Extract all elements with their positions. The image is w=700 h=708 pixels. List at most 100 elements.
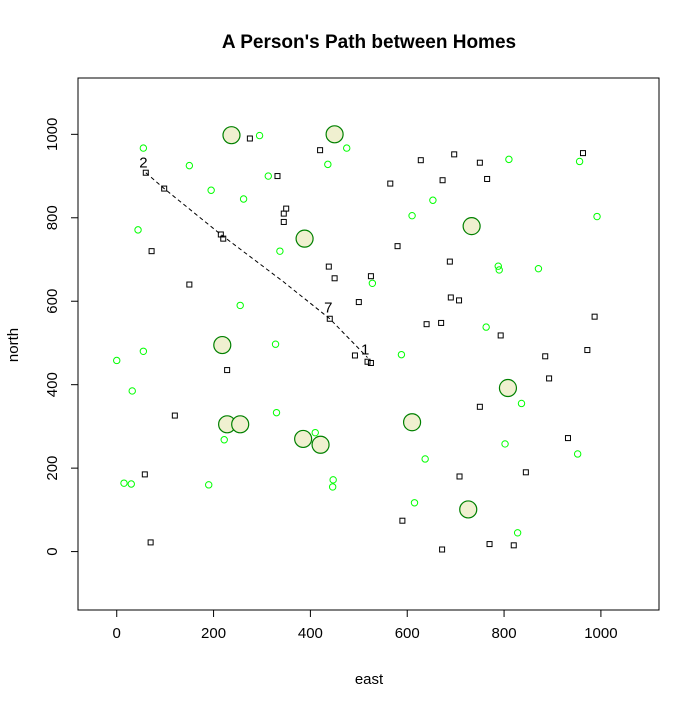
small-circle-point: [265, 173, 271, 179]
small-circle-point: [237, 302, 243, 308]
home-marker: [326, 126, 343, 143]
small-circle-point: [325, 161, 331, 167]
small-circle-point: [256, 132, 262, 138]
square-point: [326, 264, 331, 269]
small-circle-point: [398, 351, 404, 357]
square-point: [523, 470, 528, 475]
small-circle-point: [483, 324, 489, 330]
y-tick-label: 600: [44, 289, 61, 314]
small-circle-point: [594, 213, 600, 219]
square-point: [547, 376, 552, 381]
x-axis-label: east: [355, 671, 384, 688]
small-circle-point: [576, 158, 582, 164]
small-circle-point: [411, 500, 417, 506]
square-point: [395, 244, 400, 249]
small-circle-point: [129, 388, 135, 394]
path-label: 7: [324, 299, 332, 316]
square-point: [281, 211, 286, 216]
square-point: [592, 314, 597, 319]
square-point: [352, 353, 357, 358]
small-circle-point: [114, 357, 120, 363]
square-point: [418, 158, 423, 163]
small-circle-point: [206, 482, 212, 488]
x-tick-label: 400: [298, 625, 323, 642]
small-circle-point: [330, 477, 336, 483]
square-point: [356, 300, 361, 305]
small-circle-point: [502, 441, 508, 447]
small-circle-point: [273, 409, 279, 415]
square-point: [149, 249, 154, 254]
small-circle-point: [344, 145, 350, 151]
y-tick-label: 1000: [44, 118, 61, 151]
small-circle-point: [140, 145, 146, 151]
square-point: [275, 174, 280, 179]
square-point: [452, 152, 457, 157]
small-circle-point: [121, 480, 127, 486]
square-point: [187, 282, 192, 287]
home-marker: [223, 127, 240, 144]
square-point: [247, 136, 252, 141]
square-point: [511, 543, 516, 548]
square-point: [400, 518, 405, 523]
x-tick-label: 800: [492, 625, 517, 642]
square-point: [225, 368, 230, 373]
home-marker: [312, 436, 329, 453]
square-point: [498, 333, 503, 338]
square-point: [424, 322, 429, 327]
square-point: [447, 259, 452, 264]
home-marker: [463, 218, 480, 235]
path-label: 1: [361, 342, 369, 359]
small-circle-point: [312, 429, 318, 435]
square-point: [439, 320, 444, 325]
square-point: [477, 160, 482, 165]
home-marker: [499, 380, 516, 397]
small-circle-point: [535, 265, 541, 271]
square-point: [148, 540, 153, 545]
home-marker: [404, 414, 421, 431]
small-circle-point: [409, 212, 415, 218]
square-point: [440, 178, 445, 183]
square-point: [585, 348, 590, 353]
home-marker: [460, 501, 477, 518]
small-circle-point: [277, 248, 283, 254]
small-circle-point: [518, 400, 524, 406]
square-point: [457, 474, 462, 479]
x-axis: 0 200 400 600 800 1000: [113, 610, 618, 642]
small-circle-point: [221, 437, 227, 443]
y-tick-label: 200: [44, 456, 61, 481]
small-circle-point: [514, 530, 520, 536]
square-point: [565, 436, 570, 441]
square-point: [368, 274, 373, 279]
square-point: [543, 354, 548, 359]
square-point: [388, 181, 393, 186]
x-tick-label: 0: [113, 625, 121, 642]
small-circle-point: [506, 156, 512, 162]
path-label: 2: [139, 155, 147, 172]
small-circle-point: [574, 451, 580, 457]
square-point: [457, 298, 462, 303]
person-path-line: [146, 173, 368, 358]
square-point: [487, 542, 492, 547]
home-marker: [296, 230, 313, 247]
small-circle-point: [208, 187, 214, 193]
small-circle-point: [369, 280, 375, 286]
small-circle-point: [430, 197, 436, 203]
square-point: [485, 176, 490, 181]
x-tick-label: 200: [201, 625, 226, 642]
y-axis-label: north: [5, 328, 22, 362]
square-point: [440, 547, 445, 552]
square-point: [332, 276, 337, 281]
y-tick-label: 800: [44, 205, 61, 230]
x-tick-label: 1000: [584, 625, 617, 642]
square-point: [281, 219, 286, 224]
small-circle-point: [240, 196, 246, 202]
small-circle-point: [135, 227, 141, 233]
x-tick-label: 600: [395, 625, 420, 642]
small-circle-point: [186, 162, 192, 168]
square-point: [172, 413, 177, 418]
chart-title: A Person's Path between Homes: [222, 32, 516, 53]
small-circle-point: [272, 341, 278, 347]
home-marker: [232, 416, 249, 433]
small-circle-point: [128, 481, 134, 487]
